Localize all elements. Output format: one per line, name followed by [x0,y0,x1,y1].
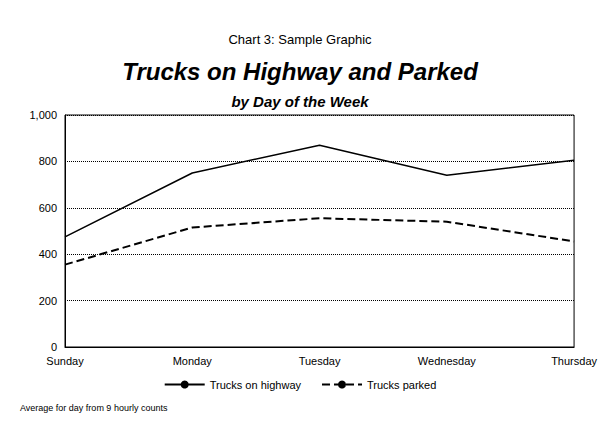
svg-text:600: 600 [39,202,57,214]
svg-text:200: 200 [39,295,57,307]
svg-text:1,000: 1,000 [29,109,57,121]
svg-text:Trucks on Highway and Parked: Trucks on Highway and Parked [122,58,479,85]
svg-text:400: 400 [39,248,57,260]
svg-text:Thursday: Thursday [551,355,597,367]
svg-text:800: 800 [39,155,57,167]
svg-text:Sunday: Sunday [46,355,84,367]
svg-text:by Day of the Week: by Day of the Week [231,93,369,110]
svg-text:0: 0 [51,341,57,353]
svg-text:Wednesday: Wednesday [418,355,476,367]
svg-text:Chart 3: Sample Graphic: Chart 3: Sample Graphic [228,32,372,47]
svg-text:Monday: Monday [173,355,213,367]
svg-text:Average for day from 9 hourly: Average for day from 9 hourly counts [20,403,168,413]
svg-text:Trucks parked: Trucks parked [367,379,436,391]
svg-text:Trucks on highway: Trucks on highway [210,379,302,391]
svg-text:Tuesday: Tuesday [299,355,341,367]
